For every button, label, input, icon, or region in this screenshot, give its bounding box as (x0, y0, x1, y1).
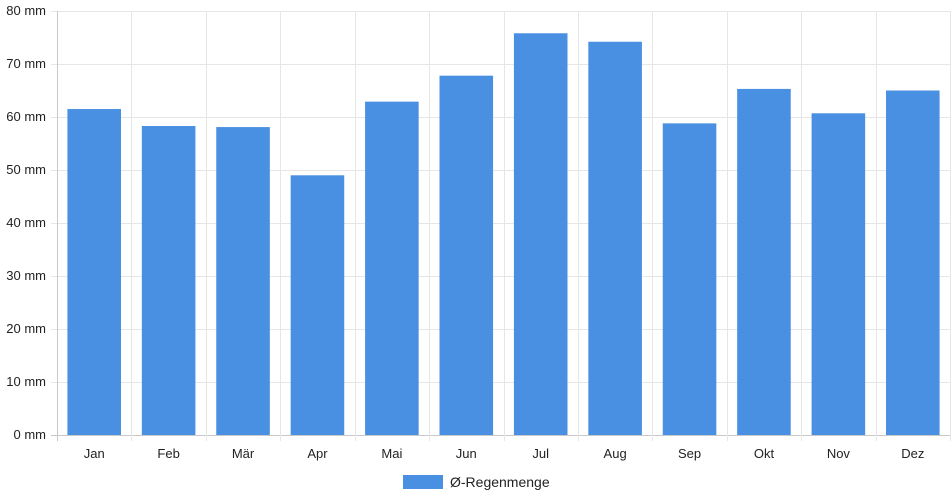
y-tick-label: 70 mm (6, 56, 46, 71)
x-tick-label: Mai (381, 446, 402, 461)
x-tick-label: Okt (754, 446, 775, 461)
bar-nov[interactable] (811, 113, 866, 435)
x-tick-label: Feb (157, 446, 179, 461)
bars (67, 33, 940, 436)
bar-jan[interactable] (67, 109, 121, 436)
bar-mai[interactable] (365, 101, 419, 435)
bar-dez[interactable] (886, 90, 940, 436)
x-axis-ticks: Jan Feb Mär Apr Mai Jun Jul Aug Sep Okt Nov Dez (84, 446, 925, 461)
y-tick-label: 80 mm (6, 3, 46, 18)
x-tick-label: Nov (827, 446, 851, 461)
bar-okt[interactable] (737, 88, 791, 435)
y-tick-label: 0 mm (14, 427, 47, 442)
x-tick-label: Sep (678, 446, 701, 461)
bar-feb[interactable] (141, 126, 196, 435)
x-tick-label: Aug (604, 446, 627, 461)
grid-lines (51, 11, 951, 441)
legend-label[interactable]: Ø-Regenmenge (450, 474, 550, 490)
y-tick-label: 30 mm (6, 268, 46, 283)
x-tick-label: Dez (901, 446, 924, 461)
bar-aug[interactable] (588, 41, 642, 436)
bar-apr[interactable] (290, 175, 345, 436)
y-tick-label: 10 mm (6, 374, 46, 389)
x-tick-label: Apr (307, 446, 328, 461)
bar-sep[interactable] (662, 123, 717, 436)
y-tick-label: 40 mm (6, 215, 46, 230)
y-axis-ticks: 0 mm 10 mm 20 mm 30 mm 40 mm 50 mm 60 mm 70 mm 8… (6, 3, 46, 442)
legend-swatch[interactable] (403, 475, 443, 489)
y-tick-label: 60 mm (6, 109, 46, 124)
legend[interactable]: Ø-Regenmenge (403, 474, 550, 490)
x-tick-label: Jul (532, 446, 549, 461)
bar-mär[interactable] (216, 127, 270, 435)
x-tick-label: Mär (232, 446, 255, 461)
y-tick-label: 50 mm (6, 162, 46, 177)
x-tick-label: Jan (84, 446, 105, 461)
bar-jul[interactable] (513, 33, 568, 435)
bar-jun[interactable] (439, 75, 494, 435)
y-tick-label: 20 mm (6, 321, 46, 336)
x-tick-label: Jun (456, 446, 477, 461)
